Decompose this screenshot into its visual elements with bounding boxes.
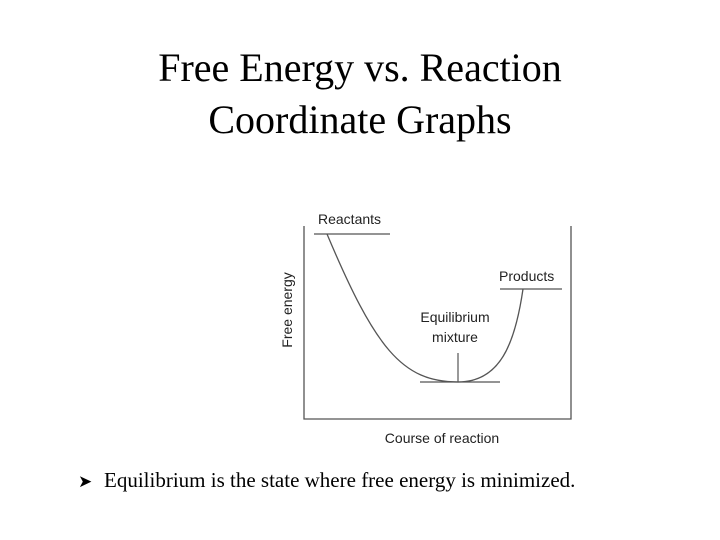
slide-title: Free Energy vs. Reaction Coordinate Grap… (0, 42, 720, 146)
y-axis-label: Free energy (279, 272, 295, 347)
equilibrium-label-line2: mixture (432, 329, 478, 345)
reactants-label: Reactants (318, 211, 381, 227)
bullet-point: ➤ Equilibrium is the state where free ene… (78, 466, 698, 496)
products-label: Products (499, 268, 554, 284)
arrow-right-icon: ➤ (78, 472, 93, 492)
title-line-1: Free Energy vs. Reaction (158, 45, 562, 90)
free-energy-curve (326, 233, 524, 383)
x-axis-label: Course of reaction (385, 430, 499, 446)
plot-frame (303, 226, 572, 420)
title-line-2: Coordinate Graphs (208, 97, 512, 142)
equilibrium-label-line1: Equilibrium (420, 309, 489, 325)
bullet-text: Equilibrium is the state where free ener… (104, 468, 576, 492)
